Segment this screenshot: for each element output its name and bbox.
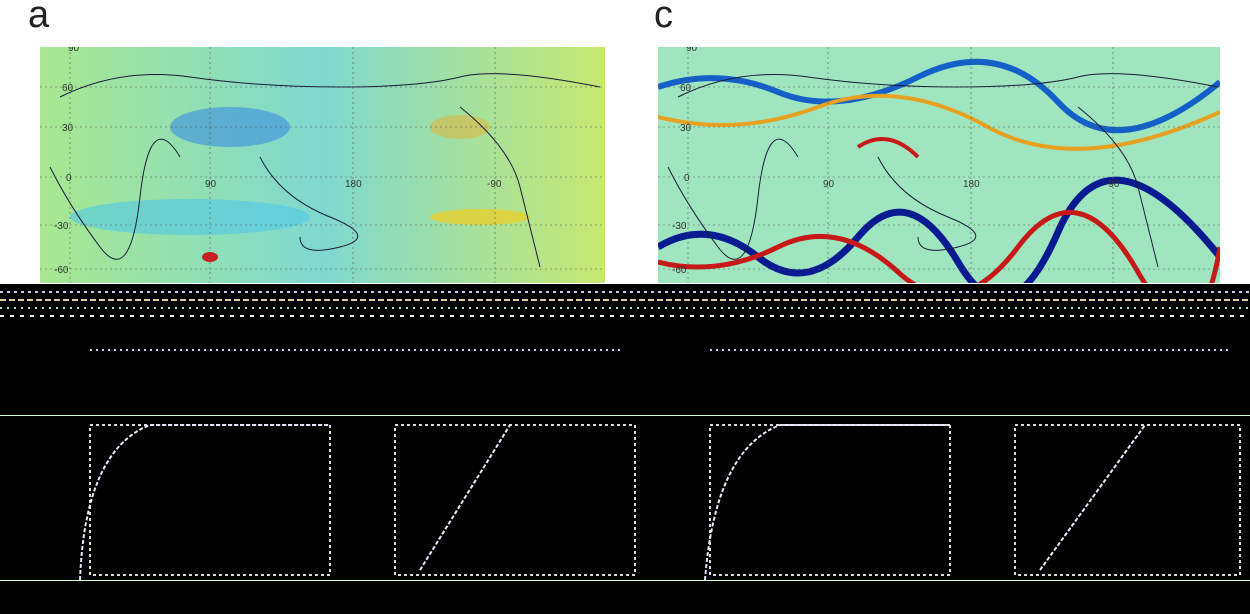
panel-label-c: c	[654, 0, 673, 36]
lat-tick-a-m60: -60	[54, 265, 69, 276]
divider-line-upper	[0, 415, 1250, 416]
corrupted-band	[0, 284, 1250, 324]
map-c-svg: 90 60 30 0 -30 -60 90 180 -90	[658, 47, 1220, 283]
map-a-svg: 90 60 30 0 -30 -60 90 180 -90	[40, 47, 605, 283]
lower-plots	[79, 349, 1241, 581]
lat-tick-c-90: 90	[686, 47, 698, 54]
lon-tick-a-m90: -90	[487, 179, 502, 190]
lon-tick-a-180: 180	[345, 179, 362, 190]
map-panel-c: 90 60 30 0 -30 -60 90 180 -90	[658, 47, 1220, 283]
divider-line-lower	[0, 580, 1250, 581]
lat-tick-c-60: 60	[680, 83, 692, 94]
lon-tick-c-180: 180	[963, 179, 980, 190]
lon-tick-c-90: 90	[823, 179, 835, 190]
lon-tick-c-m90: -90	[1105, 179, 1120, 190]
lat-tick-a-30: 30	[62, 123, 74, 134]
lat-tick-a-m30: -30	[54, 221, 69, 232]
panel-label-a: a	[28, 0, 50, 36]
lat-tick-c-m60: -60	[672, 265, 687, 276]
lat-tick-c-0: 0	[684, 173, 690, 184]
lat-tick-c-30: 30	[680, 123, 692, 134]
lat-tick-a-90: 90	[68, 47, 80, 54]
lat-tick-a-0: 0	[66, 173, 72, 184]
map-panel-a: 90 60 30 0 -30 -60 90 180 -90	[40, 47, 605, 283]
lat-tick-c-m30: -30	[672, 221, 687, 232]
lat-tick-a-60: 60	[62, 83, 74, 94]
lon-tick-a-90: 90	[205, 179, 217, 190]
